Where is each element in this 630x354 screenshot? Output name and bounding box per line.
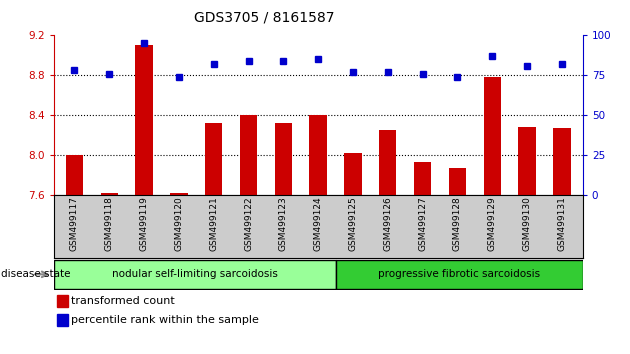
Text: nodular self-limiting sarcoidosis: nodular self-limiting sarcoidosis	[112, 269, 278, 279]
Bar	[101, 193, 118, 195]
Text: percentile rank within the sample: percentile rank within the sample	[71, 315, 259, 325]
Text: GDS3705 / 8161587: GDS3705 / 8161587	[194, 11, 335, 25]
Text: GSM499125: GSM499125	[348, 196, 357, 251]
Text: transformed count: transformed count	[71, 296, 175, 306]
Bar	[240, 115, 257, 195]
Bar	[309, 115, 327, 195]
Bar	[170, 193, 188, 195]
Bar	[449, 168, 466, 195]
Text: GSM499131: GSM499131	[558, 196, 566, 251]
Bar	[336, 260, 583, 289]
Text: GSM499122: GSM499122	[244, 196, 253, 251]
Bar	[57, 295, 68, 307]
Bar	[54, 260, 336, 289]
Text: GSM499128: GSM499128	[453, 196, 462, 251]
Text: GSM499120: GSM499120	[175, 196, 183, 251]
Bar	[414, 162, 432, 195]
Bar	[379, 130, 396, 195]
Text: GSM499130: GSM499130	[522, 196, 532, 251]
Bar	[57, 314, 68, 326]
Text: GSM499123: GSM499123	[279, 196, 288, 251]
Text: GSM499129: GSM499129	[488, 196, 496, 251]
Bar	[484, 77, 501, 195]
Text: GSM499121: GSM499121	[209, 196, 218, 251]
Bar	[518, 127, 536, 195]
Text: GSM499127: GSM499127	[418, 196, 427, 251]
Bar	[205, 123, 222, 195]
Text: disease state: disease state	[1, 269, 70, 279]
Text: GSM499126: GSM499126	[383, 196, 392, 251]
Text: GSM499118: GSM499118	[105, 196, 114, 251]
Bar	[66, 155, 83, 195]
Bar	[135, 45, 153, 195]
Bar	[553, 128, 571, 195]
Text: GSM499124: GSM499124	[314, 196, 323, 251]
Bar	[275, 123, 292, 195]
Text: progressive fibrotic sarcoidosis: progressive fibrotic sarcoidosis	[378, 269, 541, 279]
Bar	[344, 153, 362, 195]
Text: GSM499119: GSM499119	[140, 196, 149, 251]
Text: GSM499117: GSM499117	[70, 196, 79, 251]
